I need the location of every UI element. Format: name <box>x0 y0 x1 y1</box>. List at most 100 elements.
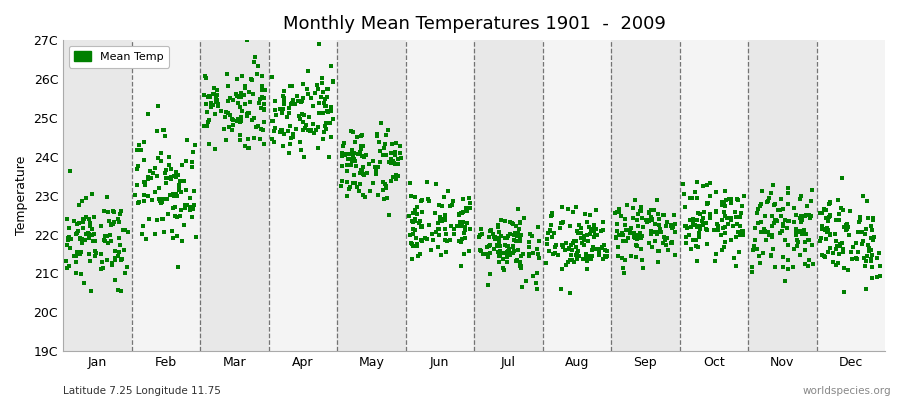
Point <box>69 249 84 256</box>
Point <box>547 244 562 250</box>
Point <box>277 101 292 107</box>
Point <box>431 232 446 238</box>
Point <box>800 203 814 209</box>
Point <box>563 290 578 296</box>
Point <box>855 241 869 247</box>
Point <box>148 231 162 237</box>
Point <box>690 244 705 250</box>
Point <box>221 98 236 104</box>
Point <box>118 227 132 233</box>
Point <box>438 248 453 255</box>
Point <box>412 220 427 227</box>
Point <box>373 148 387 154</box>
Point <box>388 151 402 158</box>
Point <box>668 228 682 235</box>
Point <box>483 242 498 248</box>
Point <box>490 242 504 248</box>
Point <box>699 220 714 226</box>
Point <box>408 218 422 224</box>
Point <box>347 156 362 162</box>
Bar <box>63 40 131 351</box>
Point <box>699 201 714 207</box>
Point <box>656 234 670 240</box>
Point <box>155 199 169 206</box>
Point <box>391 172 405 179</box>
Point <box>199 101 213 108</box>
Point <box>183 194 197 201</box>
Point <box>690 178 705 185</box>
Point <box>401 212 416 219</box>
Point <box>414 237 428 244</box>
Point <box>391 156 405 162</box>
Point <box>513 265 527 271</box>
Point <box>274 110 289 116</box>
Point <box>860 286 874 293</box>
Point <box>390 172 404 178</box>
Point <box>297 112 311 118</box>
Point <box>82 251 96 258</box>
Point <box>818 226 832 232</box>
Point <box>703 211 717 218</box>
Point <box>690 194 705 201</box>
Point <box>208 146 222 152</box>
Point <box>849 254 863 261</box>
Point <box>342 186 356 193</box>
Point <box>724 217 738 223</box>
Point <box>718 239 733 245</box>
Point <box>345 149 359 155</box>
Point <box>693 226 707 232</box>
Point <box>650 229 664 235</box>
Point <box>835 240 850 246</box>
Point <box>68 270 83 277</box>
Point <box>729 214 743 220</box>
Point <box>422 222 436 228</box>
Point <box>302 127 316 134</box>
Point <box>507 232 521 238</box>
Point <box>832 240 847 247</box>
Point <box>298 125 312 131</box>
Point <box>359 169 374 176</box>
Point <box>425 231 439 237</box>
Point <box>275 93 290 99</box>
Point <box>735 228 750 234</box>
Point <box>358 194 373 200</box>
Point <box>185 159 200 165</box>
Point <box>758 228 772 234</box>
Point <box>411 253 426 259</box>
Point <box>839 226 853 233</box>
Point <box>356 172 371 178</box>
Point <box>760 229 775 236</box>
Point <box>354 146 368 152</box>
Point <box>75 198 89 204</box>
Point <box>405 218 419 224</box>
Point <box>830 242 844 249</box>
Point <box>155 215 169 222</box>
Point <box>821 218 835 224</box>
Point <box>776 206 790 212</box>
Point <box>67 253 81 260</box>
Point <box>683 217 698 224</box>
Point <box>657 212 671 218</box>
Point <box>379 183 393 189</box>
Point <box>718 213 733 219</box>
Point <box>855 229 869 235</box>
Point <box>735 228 750 234</box>
Point <box>493 248 508 254</box>
Point <box>302 114 316 120</box>
Point <box>185 206 200 212</box>
Point <box>88 248 103 254</box>
Point <box>724 200 738 206</box>
Point <box>634 208 648 214</box>
Point <box>691 210 706 216</box>
Point <box>744 269 759 275</box>
Point <box>860 198 874 204</box>
Point <box>700 199 715 206</box>
Point <box>821 248 835 255</box>
Point <box>688 237 703 243</box>
Point <box>422 198 436 205</box>
Point <box>320 94 335 100</box>
Point <box>642 217 656 224</box>
Point <box>849 240 863 246</box>
Point <box>630 236 644 242</box>
Point <box>753 203 768 210</box>
